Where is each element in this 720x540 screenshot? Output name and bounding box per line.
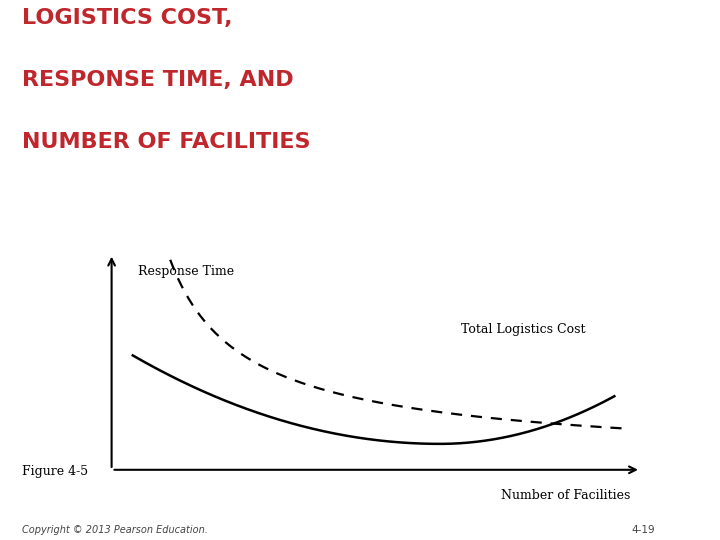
Text: RESPONSE TIME, AND: RESPONSE TIME, AND <box>22 70 293 90</box>
Text: 4-19: 4-19 <box>631 524 655 535</box>
Text: LOGISTICS COST,: LOGISTICS COST, <box>22 8 232 28</box>
Text: NUMBER OF FACILITIES: NUMBER OF FACILITIES <box>22 132 310 152</box>
Text: Figure 4-5: Figure 4-5 <box>22 465 88 478</box>
Text: Response Time: Response Time <box>138 265 234 278</box>
Text: Number of Facilities: Number of Facilities <box>501 489 630 502</box>
Text: Total Logistics Cost: Total Logistics Cost <box>461 323 585 336</box>
Text: Copyright © 2013 Pearson Education.: Copyright © 2013 Pearson Education. <box>22 524 207 535</box>
